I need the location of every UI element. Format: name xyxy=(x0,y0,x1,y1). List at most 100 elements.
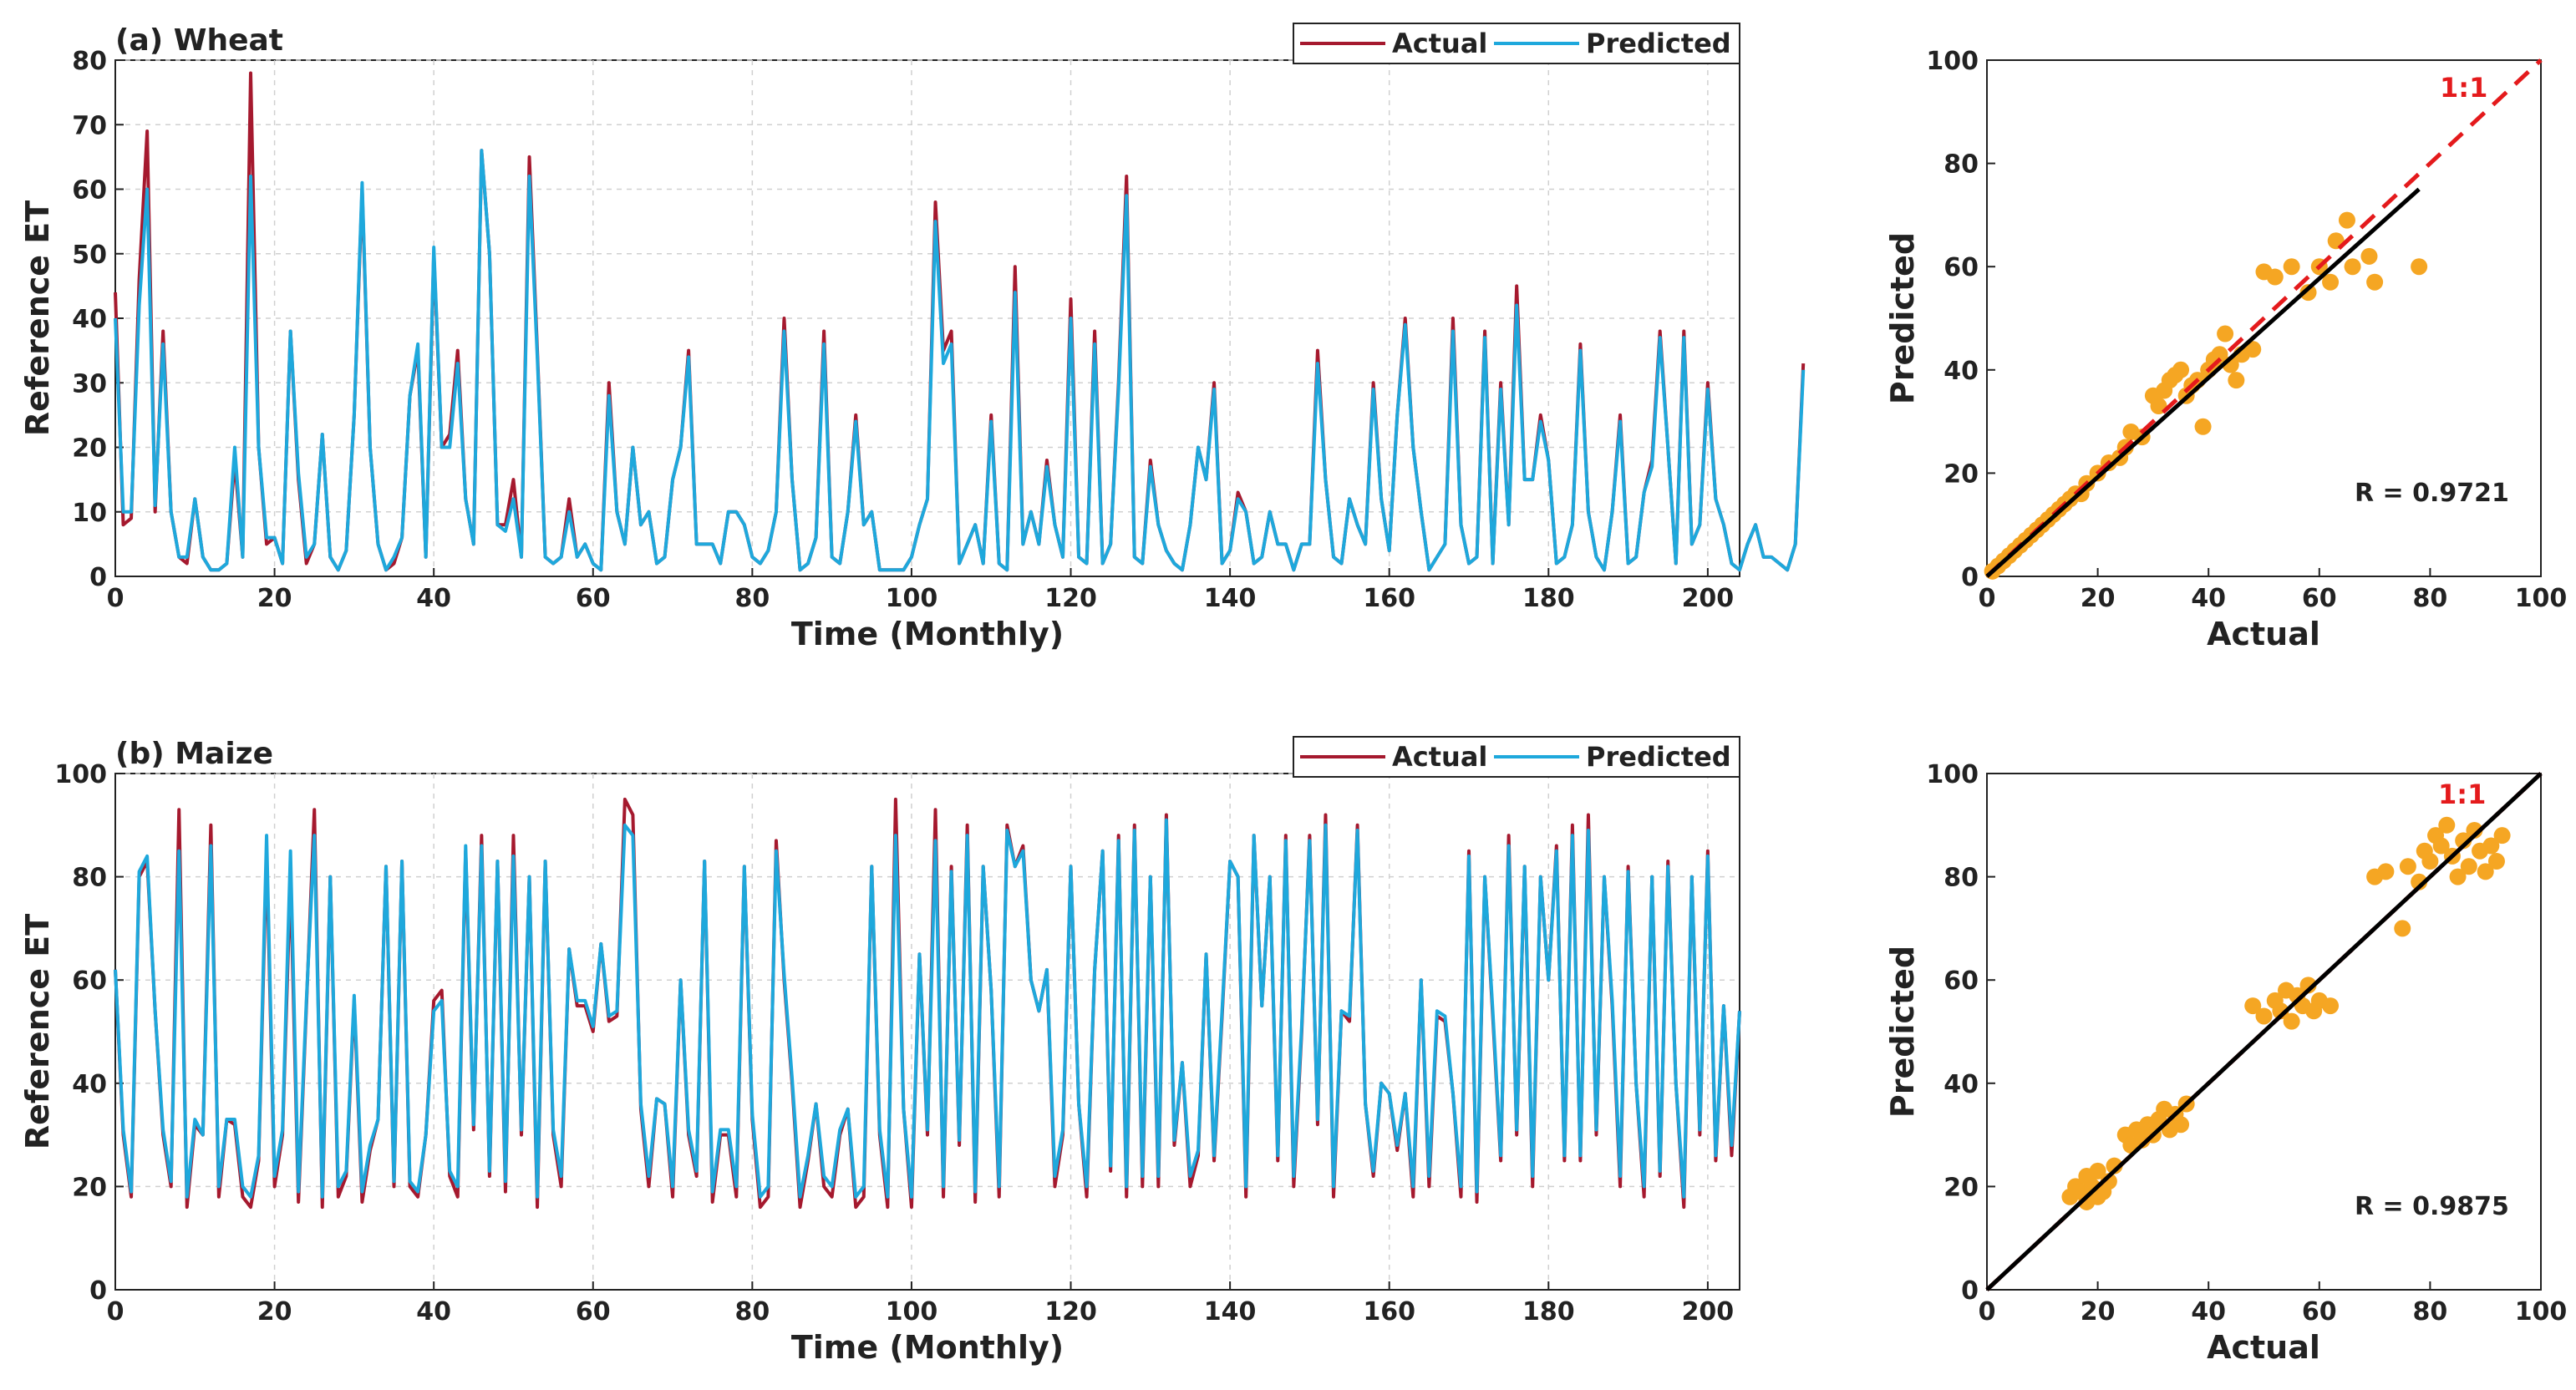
maize-scatter-point-21 xyxy=(2172,1116,2190,1134)
wheat-xtick-label-20: 20 xyxy=(257,584,292,613)
maize-scatter-point-26 xyxy=(2272,1002,2289,1020)
wheat-scatter-panel: 0 20 40 60 80 100 0 20 40 60 80 100 Actual Predicte… xyxy=(1884,47,2567,652)
wheat-series-predicted xyxy=(114,149,1806,572)
wheat-scatter-point-47 xyxy=(2322,273,2340,291)
maize-scatter-fit-line xyxy=(1985,772,2543,1291)
wheat-xtick-label-0: 0 xyxy=(107,584,124,613)
maize-legend: Actual Predicted xyxy=(1293,736,1740,778)
maize-scatter-point-47 xyxy=(2455,832,2472,850)
wheat-xtick-label-120: 120 xyxy=(1044,584,1097,613)
maize-scatter-point-51 xyxy=(2477,863,2494,880)
maize-scatter-point-34 xyxy=(2322,997,2340,1015)
maize-timeseries-panel: 0 20 40 60 80 100 120 140 160 180 200020406080100 … xyxy=(19,736,1741,1366)
wheat-xtick-label-80: 80 xyxy=(734,584,770,613)
wheat-scatter-point-43 xyxy=(2266,268,2284,286)
maize-series-predicted xyxy=(114,818,1741,1199)
wheat-xtick-label-100: 100 xyxy=(886,584,938,613)
wheat-scatter-ytick-label-0: 0 xyxy=(1961,563,1979,592)
wheat-scatter-point-45 xyxy=(2299,284,2317,302)
maize-y-axis-label: Reference ET xyxy=(19,914,56,1149)
wheat-scatter-point-41 xyxy=(2244,341,2262,358)
maize-scatter-point-52 xyxy=(2482,837,2500,855)
maize-scatter-point-54 xyxy=(2493,827,2511,845)
wheat-xtick-label-160: 160 xyxy=(1363,584,1415,613)
wheat-xtick-label-40: 40 xyxy=(416,584,451,613)
wheat-scatter-xtick-label-0: 0 xyxy=(1979,584,1996,613)
wheat-xtick-label-140: 140 xyxy=(1204,584,1257,613)
wheat-ytick-label-60: 60 xyxy=(72,176,107,205)
wheat-scatter-points xyxy=(1984,211,2428,580)
wheat-y-axis-label: Reference ET xyxy=(19,200,56,436)
maize-scatter-frame xyxy=(1986,773,2542,1291)
wheat-scatter-point-36 xyxy=(2211,346,2228,363)
wheat-scatter-point-51 xyxy=(2360,247,2378,265)
maize-scatter-point-38 xyxy=(2399,858,2416,875)
wheat-ytick-label-0: 0 xyxy=(89,563,107,592)
maize-scatter-ytick-label-20: 20 xyxy=(1943,1173,1979,1202)
wheat-scatter-point-33 xyxy=(2194,418,2212,435)
wheat-legend-actual-label: Actual xyxy=(1392,28,1487,59)
wheat-scatter-xtick-label-80: 80 xyxy=(2413,584,2448,613)
maize-scatter-point-41 xyxy=(2421,853,2439,870)
maize-xtick-label-100: 100 xyxy=(886,1297,938,1327)
wheat-scatter-point-44 xyxy=(2283,258,2300,276)
wheat-scatter-fit-line xyxy=(1985,187,2421,578)
maize-scatter-ytick-label-40: 40 xyxy=(1943,1070,1979,1099)
maize-legend-actual-label: Actual xyxy=(1392,741,1487,773)
wheat-ytick-label-10: 10 xyxy=(72,499,107,528)
maize-xtick-label-60: 60 xyxy=(576,1297,611,1327)
wheat-scatter-point-53 xyxy=(2411,258,2428,276)
maize-panel-title: (b) Maize xyxy=(115,737,273,771)
wheat-one-to-one-label: 1:1 xyxy=(2440,72,2487,104)
maize-scatter-point-49 xyxy=(2466,821,2483,839)
wheat-ytick-label-80: 80 xyxy=(72,47,107,76)
maize-xtick-label-20: 20 xyxy=(257,1297,292,1327)
maize-scatter-point-28 xyxy=(2283,1012,2300,1030)
wheat-scatter-one-to-one-line xyxy=(1985,58,2543,578)
wheat-scatter-point-29 xyxy=(2172,361,2190,378)
wheat-scatter-point-52 xyxy=(2366,273,2384,291)
wheat-legend: Actual Predicted xyxy=(1293,23,1740,64)
maize-grid xyxy=(115,773,1740,1290)
maize-scatter-point-43 xyxy=(2432,837,2450,855)
wheat-ticks: 0 20 40 60 80 100 120 140 160 180 200 0 10 20 30 40 50 60… xyxy=(72,47,1734,613)
maize-xtick-label-0: 0 xyxy=(107,1297,124,1327)
maize-scatter-point-37 xyxy=(2394,920,2411,937)
maize-scatter-ytick-label-80: 80 xyxy=(1943,864,1979,893)
maize-scatter-point-10 xyxy=(2106,1157,2123,1174)
wheat-xtick-label-180: 180 xyxy=(1522,584,1575,613)
maize-scatter-point-48 xyxy=(2460,858,2477,875)
wheat-ytick-label-40: 40 xyxy=(72,305,107,334)
wheat-ytick-label-20: 20 xyxy=(72,434,107,464)
wheat-scatter-xtick-label-100: 100 xyxy=(2515,584,2568,613)
maize-xtick-label-160: 160 xyxy=(1363,1297,1415,1327)
maize-scatter-ytick-label-60: 60 xyxy=(1943,966,1979,996)
maize-scatter-ytick-label-0: 0 xyxy=(1961,1276,1979,1306)
wheat-scatter-xtick-label-60: 60 xyxy=(2302,584,2337,613)
maize-scatter-point-53 xyxy=(2487,853,2505,870)
maize-scatter-xtick-label-40: 40 xyxy=(2191,1297,2226,1327)
wheat-legend-predicted-label: Predicted xyxy=(1586,28,1731,59)
wheat-ytick-label-70: 70 xyxy=(72,111,107,140)
maize-ytick-label-20: 20 xyxy=(72,1173,107,1202)
wheat-series xyxy=(114,71,1806,572)
maize-xtick-label-180: 180 xyxy=(1522,1297,1575,1327)
maize-scatter-point-7 xyxy=(2089,1162,2106,1179)
maize-scatter-lines xyxy=(1985,772,2543,1291)
maize-scatter-xtick-label-20: 20 xyxy=(2081,1297,2116,1327)
maize-scatter-x-axis-label: Actual xyxy=(2207,1329,2320,1366)
maize-xtick-label-120: 120 xyxy=(1044,1297,1097,1327)
wheat-xtick-label-60: 60 xyxy=(576,584,611,613)
wheat-scatter-frame xyxy=(1986,59,2542,577)
wheat-ytick-label-30: 30 xyxy=(72,369,107,398)
maize-one-to-one-label: 1:1 xyxy=(2438,779,2486,810)
maize-scatter-point-24 xyxy=(2255,1007,2273,1025)
wheat-ytick-label-50: 50 xyxy=(72,241,107,270)
wheat-scatter-point-50 xyxy=(2344,258,2361,276)
maize-xtick-label-80: 80 xyxy=(734,1297,770,1327)
wheat-scatter-xtick-label-20: 20 xyxy=(2081,584,2116,613)
wheat-scatter-point-39 xyxy=(2228,372,2245,389)
maize-r-value: R = 0.9875 xyxy=(2355,1192,2509,1221)
maize-scatter-xtick-label-0: 0 xyxy=(1979,1297,1996,1327)
